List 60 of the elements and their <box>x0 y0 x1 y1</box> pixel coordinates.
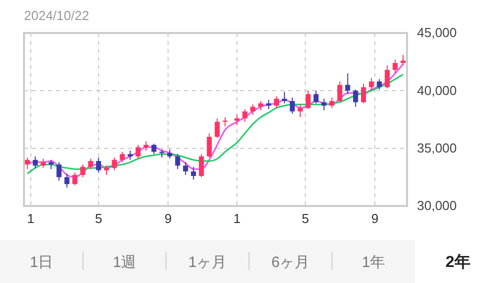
candlestick <box>151 143 156 155</box>
candlestick <box>40 158 46 168</box>
x-tick-label: 5 <box>94 211 102 226</box>
x-tick-label: 9 <box>371 211 378 226</box>
candlestick <box>290 97 295 114</box>
candlestick <box>329 97 334 108</box>
text: 2年 <box>446 253 470 271</box>
candlestick <box>175 154 180 170</box>
candlestick <box>88 158 94 170</box>
candlestick <box>353 89 358 108</box>
text: 1週 <box>112 254 136 271</box>
candlestick <box>361 83 366 104</box>
text: 6ヶ月 <box>271 254 310 271</box>
candlestick <box>384 64 390 89</box>
candlestick <box>306 90 311 110</box>
candlestick <box>368 77 374 92</box>
candlestick <box>274 96 280 108</box>
candlestick <box>400 54 406 66</box>
candlestick <box>345 72 350 95</box>
chart-title: 2024/10/22 <box>24 8 90 23</box>
candlestick <box>120 151 125 163</box>
candlestick <box>337 80 342 103</box>
candlestick <box>206 132 212 158</box>
candlestick <box>392 59 398 74</box>
y-tick-label: 40,000 <box>417 82 457 98</box>
candlestick <box>222 116 228 127</box>
x-tick-label: 9 <box>164 211 172 226</box>
text: 1年 <box>362 254 386 271</box>
candlestick <box>298 104 303 118</box>
candlestick <box>282 91 287 104</box>
candlestick <box>48 159 54 170</box>
candlestick <box>128 150 133 160</box>
candlestick <box>80 164 86 178</box>
candlestick <box>242 108 248 122</box>
candlestick <box>258 100 264 111</box>
candlestick <box>136 144 141 160</box>
y-tick-label: 35,000 <box>417 140 457 156</box>
candlestick <box>214 118 220 138</box>
text: 1ヶ月 <box>188 254 227 271</box>
candlestick <box>250 104 256 116</box>
candlestick <box>32 156 38 168</box>
candlestick <box>96 157 102 174</box>
x-tick-label: 1 <box>233 211 241 226</box>
candlestick <box>190 166 196 180</box>
candlestick <box>167 148 172 160</box>
text: 1日 <box>30 254 54 271</box>
x-tick-label: 1 <box>27 211 34 226</box>
y-tick-label: 30,000 <box>417 198 457 214</box>
candlestick <box>321 98 326 111</box>
candlestick <box>198 154 204 178</box>
candlestick <box>183 162 188 176</box>
candlestick <box>376 78 382 90</box>
candlestick <box>64 173 70 188</box>
candlestick <box>72 172 78 186</box>
candlestick <box>24 157 30 170</box>
candlestick <box>56 162 62 182</box>
y-tick-label: 45,000 <box>417 25 457 40</box>
candlestick <box>314 90 319 104</box>
candlestick <box>112 157 117 171</box>
x-tick-label: 5 <box>302 211 309 226</box>
